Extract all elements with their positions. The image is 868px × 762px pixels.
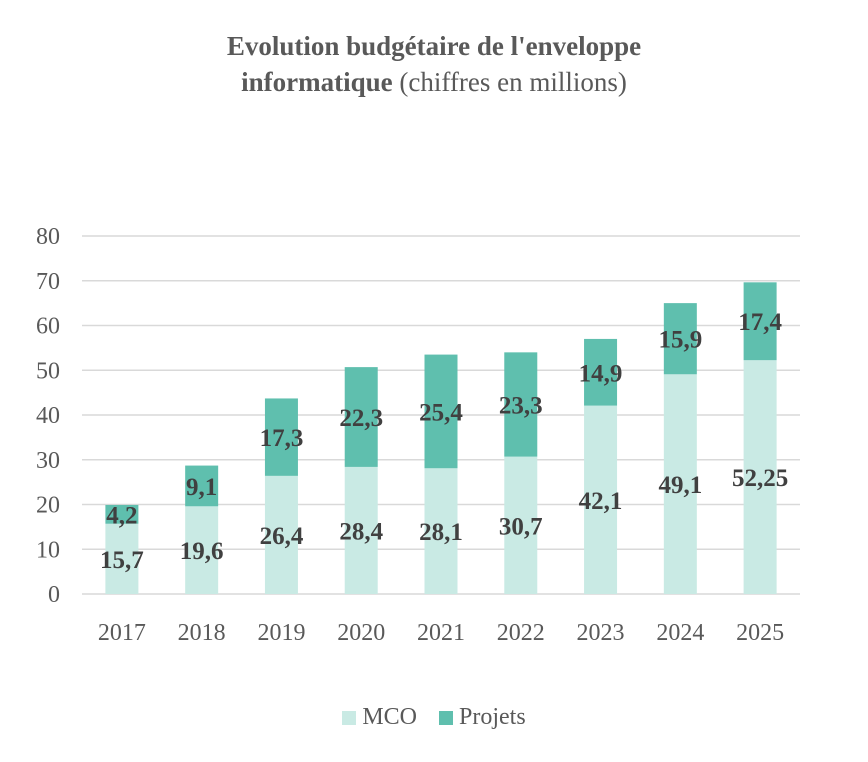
data-label: 17,4 <box>738 309 782 336</box>
bar-mco <box>584 405 618 594</box>
y-tick-label: 60 <box>36 314 60 340</box>
data-label: 15,9 <box>658 327 702 354</box>
x-tick-label: 2025 <box>736 620 784 646</box>
bar-projets <box>344 367 378 467</box>
legend: MCO Projets <box>0 704 868 731</box>
y-tick-label: 0 <box>48 582 60 608</box>
title-line1: Evolution budgétaire de l'enveloppe <box>226 31 642 61</box>
bar-projets <box>424 354 458 469</box>
y-tick-label: 70 <box>36 269 60 295</box>
data-label: 25,4 <box>419 399 463 426</box>
data-label: 52,25 <box>732 465 788 492</box>
x-tick-label: 2017 <box>98 620 146 646</box>
x-tick-label: 2021 <box>417 620 465 646</box>
data-label: 22,3 <box>339 405 383 432</box>
bar-mco <box>743 360 777 594</box>
y-tick-label: 10 <box>36 537 60 563</box>
bar-projets <box>185 465 219 507</box>
legend-label-mco: MCO <box>362 704 417 730</box>
data-label: 14,9 <box>579 360 623 387</box>
bar-mco <box>185 506 219 594</box>
bar-mco <box>504 456 538 594</box>
y-tick-label: 40 <box>36 403 60 429</box>
x-tick-label: 2018 <box>178 620 226 646</box>
data-label: 28,4 <box>339 518 383 545</box>
bar-mco <box>105 523 139 594</box>
data-label: 9,1 <box>186 474 217 501</box>
y-tick-label: 30 <box>36 448 60 474</box>
bar-projets <box>663 303 697 375</box>
title-line2: informatique <box>241 67 393 97</box>
x-tick-label: 2023 <box>577 620 625 646</box>
bar-mco <box>264 475 298 594</box>
data-label: 42,1 <box>579 488 623 515</box>
data-label: 30,7 <box>499 513 543 540</box>
x-tick-label: 2024 <box>656 620 704 646</box>
legend-swatch-mco <box>342 710 357 725</box>
legend-swatch-projets <box>439 710 453 725</box>
chart-title: Evolution budgétaire de l'enveloppe info… <box>0 28 868 100</box>
x-tick-label: 2019 <box>257 620 305 646</box>
bar-mco <box>424 468 458 594</box>
bar-projets <box>584 338 618 406</box>
legend-item-mco: MCO <box>342 704 417 731</box>
data-label: 4,2 <box>106 502 137 529</box>
data-label: 49,1 <box>658 472 702 499</box>
bar-projets <box>504 352 538 457</box>
bar-projets <box>264 398 298 476</box>
y-tick-label: 80 <box>36 224 60 250</box>
bar-mco <box>344 466 378 594</box>
bar-projets <box>743 282 777 361</box>
x-tick-label: 2020 <box>337 620 385 646</box>
data-label: 15,7 <box>100 547 144 574</box>
x-tick-label: 2022 <box>497 620 545 646</box>
bar-projets <box>105 504 139 524</box>
legend-item-projets: Projets <box>439 704 526 731</box>
data-label: 23,3 <box>499 392 543 419</box>
data-label: 28,1 <box>419 519 463 546</box>
legend-label-projets: Projets <box>459 704 526 730</box>
bar-mco <box>663 374 697 594</box>
data-label: 19,6 <box>180 538 224 565</box>
y-tick-label: 20 <box>36 493 60 519</box>
title-subtitle: (chiffres en millions) <box>399 67 627 97</box>
data-label: 17,3 <box>260 425 304 452</box>
data-label: 26,4 <box>260 523 304 550</box>
y-tick-label: 50 <box>36 358 60 384</box>
